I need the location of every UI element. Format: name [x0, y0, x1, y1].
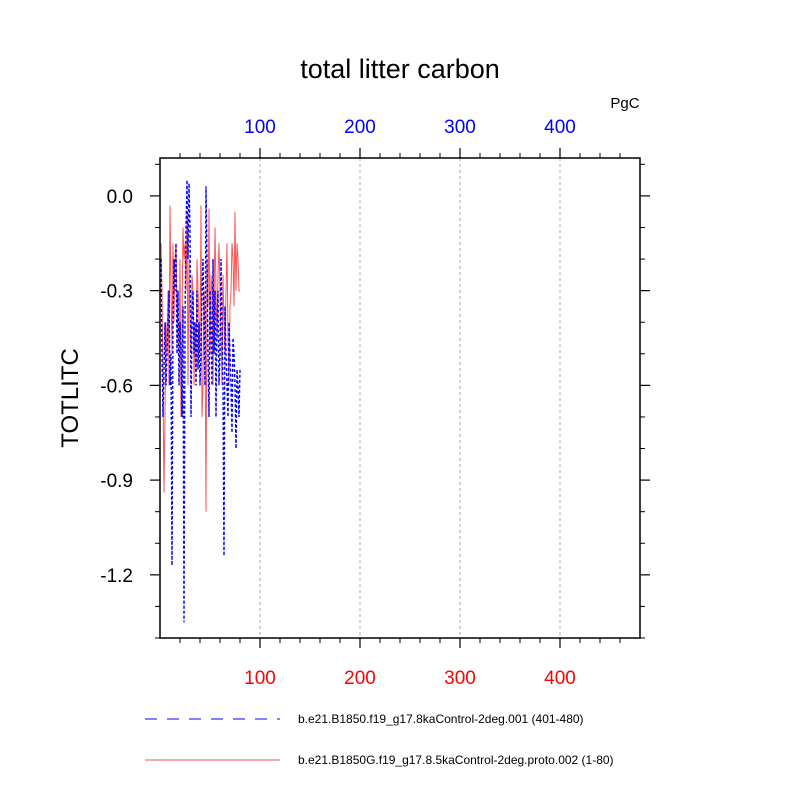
x-tick-label-bottom: 100	[244, 668, 276, 689]
x-tick-label-bottom: 200	[344, 668, 376, 689]
series-lines	[160, 180, 241, 623]
axis-ticks	[150, 148, 650, 648]
gridlines	[259, 158, 561, 638]
legend-label-series-2: b.e21.B1850G.f19_g17.8.5kaControl-2deg.p…	[298, 753, 614, 767]
series-line-2	[160, 205, 240, 512]
x-tick-label-top: 100	[244, 117, 276, 138]
x-tick-label-top: 300	[444, 117, 476, 138]
series-line-1	[160, 180, 241, 623]
x-tick-label-bottom: 400	[544, 668, 576, 689]
units-label: PgC	[610, 95, 639, 112]
y-tick-label: -0.3	[100, 282, 133, 303]
legend-label-series-1: b.e21.B1850.f19_g17.8kaControl-2deg.001 …	[298, 712, 584, 726]
axis-tick-labels: 100 100 200 200 300 300 400 400 0.0 -0.3 -0.6 -0.9 -…	[100, 117, 576, 689]
y-tick-label: -1.2	[100, 566, 133, 587]
plot-frame	[159, 157, 641, 639]
x-tick-label-bottom: 300	[444, 668, 476, 689]
y-tick-label: -0.9	[100, 471, 133, 492]
y-axis-label: TOTLITC	[57, 348, 84, 448]
x-tick-label-top: 400	[544, 117, 576, 138]
x-tick-label-top: 200	[344, 117, 376, 138]
chart-title: total litter carbon	[300, 54, 500, 84]
legend: b.e21.B1850.f19_g17.8kaControl-2deg.001 …	[145, 712, 614, 767]
y-tick-label: -0.6	[100, 376, 133, 397]
y-tick-label: 0.0	[107, 187, 133, 208]
